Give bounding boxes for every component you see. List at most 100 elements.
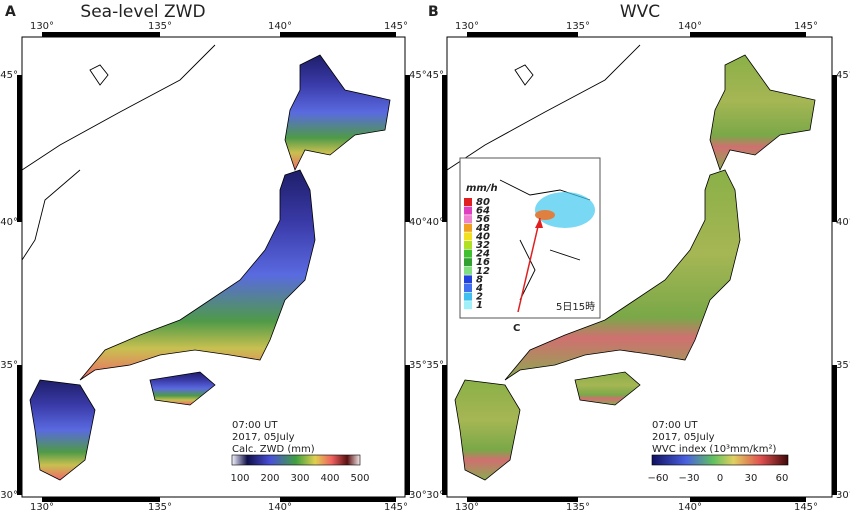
legend-label: 16	[476, 257, 490, 268]
top-tick-label: 145°	[384, 21, 408, 32]
right-tick-label: 35°	[836, 360, 850, 371]
colorbar-tick-label: 500	[350, 473, 369, 484]
annotation: WVC index (10³mm/km²)	[652, 444, 776, 455]
inset-label: C	[513, 323, 520, 334]
inset	[459, 157, 601, 319]
colorbar-tick-label: 30	[745, 473, 758, 484]
bottom-tick-label: 130°	[455, 502, 479, 513]
colorbar-tick-label: −30	[678, 473, 699, 484]
frame-bar	[442, 365, 447, 495]
legend-label: 48	[475, 223, 490, 234]
legend-label: 2	[476, 292, 483, 303]
legend-label: 64	[476, 206, 490, 217]
frame-bar	[467, 497, 578, 502]
bottom-tick-label: 135°	[148, 502, 172, 513]
colorbar-tick-label: 400	[320, 473, 339, 484]
legend-label: 4	[475, 283, 483, 294]
right-tick-label: 45°	[409, 70, 427, 81]
legend-label: 80	[476, 197, 490, 208]
panel-title: Sea-level ZWD	[80, 2, 205, 22]
bottom-tick-label: 135°	[566, 502, 590, 513]
bottom-tick-label: 140°	[268, 502, 292, 513]
legend-label: 24	[476, 249, 490, 260]
right-tick-label: 45°	[836, 70, 850, 81]
frame-bar	[280, 32, 396, 37]
left-tick-label: 30°	[426, 490, 444, 501]
left-tick-label: 40°	[426, 217, 444, 228]
frame-bar	[280, 497, 396, 502]
panel-a-map	[21, 36, 406, 498]
bottom-tick-label: 140°	[678, 502, 702, 513]
legend-swatch	[464, 258, 472, 267]
legend-label: 32	[476, 240, 490, 251]
legend-swatch	[464, 215, 472, 224]
bottom-tick-label: 130°	[30, 502, 54, 513]
right-tick-label: 30°	[836, 490, 850, 501]
annotation: Calc. ZWD (mm)	[232, 444, 315, 455]
legend-swatch	[464, 232, 472, 241]
colorbar-tick-label: 60	[776, 473, 789, 484]
bottom-tick-label: 145°	[384, 502, 408, 513]
bottom-tick-label: 145°	[794, 502, 818, 513]
colorbar	[231, 454, 361, 466]
left-tick-label: 35°	[426, 360, 444, 371]
legend-label: 12	[476, 266, 490, 277]
colorbar-tick-label: 300	[290, 473, 309, 484]
frame-bar	[405, 365, 410, 495]
annotation: 2017, 05July	[652, 432, 715, 443]
left-tick-label: 45°	[426, 70, 444, 81]
top-tick-label: 135°	[148, 21, 172, 32]
colorbar-tick-label: 0	[717, 473, 723, 484]
right-tick-label: 40°	[409, 217, 427, 228]
top-tick-label: 140°	[678, 21, 702, 32]
legend-label: 1	[476, 300, 483, 311]
inset-unit: mm/h	[466, 183, 498, 194]
right-tick-label: 40°	[836, 217, 850, 228]
legend-label: 8	[476, 274, 483, 285]
legend-swatch	[464, 241, 472, 249]
legend-label: 40	[475, 231, 490, 242]
frame-bar	[17, 365, 22, 495]
frame-bar	[42, 497, 160, 502]
annotation: 07:00 UT	[232, 420, 278, 431]
frame-bar	[690, 497, 806, 502]
right-tick-label: 30°	[409, 490, 427, 501]
frame-bar	[42, 32, 160, 37]
colorbar-tick-label: 100	[230, 473, 249, 484]
top-tick-label: 140°	[268, 21, 292, 32]
frame-bar	[832, 365, 837, 495]
panel-label: A	[5, 4, 16, 20]
top-tick-label: 130°	[455, 21, 479, 32]
panel-title: WVC	[620, 2, 660, 22]
inset-timestamp: 5日15時	[556, 301, 595, 313]
left-tick-label: 30°	[0, 490, 18, 501]
left-tick-label: 35°	[0, 360, 18, 371]
legend-swatch	[464, 301, 472, 310]
legend-swatch	[464, 284, 472, 292]
frame-bar	[442, 75, 447, 222]
colorbar	[651, 454, 789, 466]
legend-label: 56	[476, 214, 490, 225]
frame-bar	[405, 75, 410, 222]
frame-bar	[467, 32, 578, 37]
legend-swatch	[464, 275, 472, 284]
left-tick-label: 45°	[0, 70, 18, 81]
top-tick-label: 130°	[30, 21, 54, 32]
annotation: 2017, 05July	[232, 432, 295, 443]
frame-bar	[832, 75, 837, 222]
panel-label: B	[428, 4, 439, 20]
legend-swatch	[464, 249, 472, 258]
top-tick-label: 145°	[794, 21, 818, 32]
legend-swatch	[464, 266, 472, 275]
frame-bar	[690, 32, 806, 37]
right-tick-label: 35°	[409, 360, 427, 371]
legend-swatch	[464, 223, 472, 232]
frame-bar	[17, 75, 22, 222]
annotation: 07:00 UT	[652, 420, 698, 431]
legend-swatch	[464, 198, 472, 206]
left-tick-label: 40°	[0, 217, 18, 228]
legend-swatch	[464, 292, 472, 301]
legend-swatch	[464, 206, 472, 215]
colorbar-tick-label: 200	[260, 473, 279, 484]
